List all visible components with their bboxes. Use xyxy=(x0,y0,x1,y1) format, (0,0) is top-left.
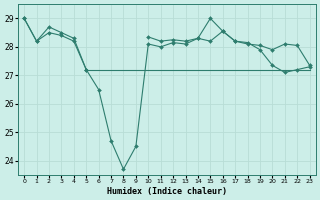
X-axis label: Humidex (Indice chaleur): Humidex (Indice chaleur) xyxy=(107,187,227,196)
